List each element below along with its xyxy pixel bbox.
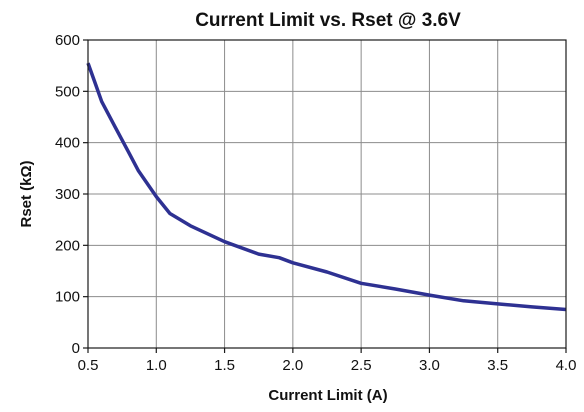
x-tick-label: 1.5 [214, 357, 235, 374]
y-tick-label: 500 [55, 83, 80, 100]
y-tick-label: 100 [55, 289, 80, 306]
x-tick-label: 3.0 [419, 357, 440, 374]
axis-ticks: 0.5 1.0 1.5 2.0 2.5 3.0 3.5 4.0 0 100 200 300 400 500… [55, 32, 576, 374]
x-tick-label: 4.0 [556, 357, 577, 374]
series-line-0 [86, 62, 567, 312]
y-tick-label: 0 [72, 340, 80, 357]
x-tick-label: 0.5 [78, 357, 99, 374]
x-tick-label: 2.5 [351, 357, 372, 374]
x-tick-label: 3.5 [487, 357, 508, 374]
x-tick-label: 2.0 [282, 357, 303, 374]
y-tick-label: 200 [55, 237, 80, 254]
y-tick-label: 300 [55, 186, 80, 203]
chart-title: Current Limit vs. Rset @ 3.6V [195, 10, 461, 31]
y-axis-label: Rset (kΩ) [18, 160, 35, 227]
x-tick-label: 1.0 [146, 357, 167, 374]
series-layer [86, 62, 567, 312]
y-tick-label: 400 [55, 135, 80, 152]
x-axis-label: Current Limit (A) [268, 387, 387, 404]
y-tick-label: 600 [55, 32, 80, 49]
grid [88, 40, 566, 348]
